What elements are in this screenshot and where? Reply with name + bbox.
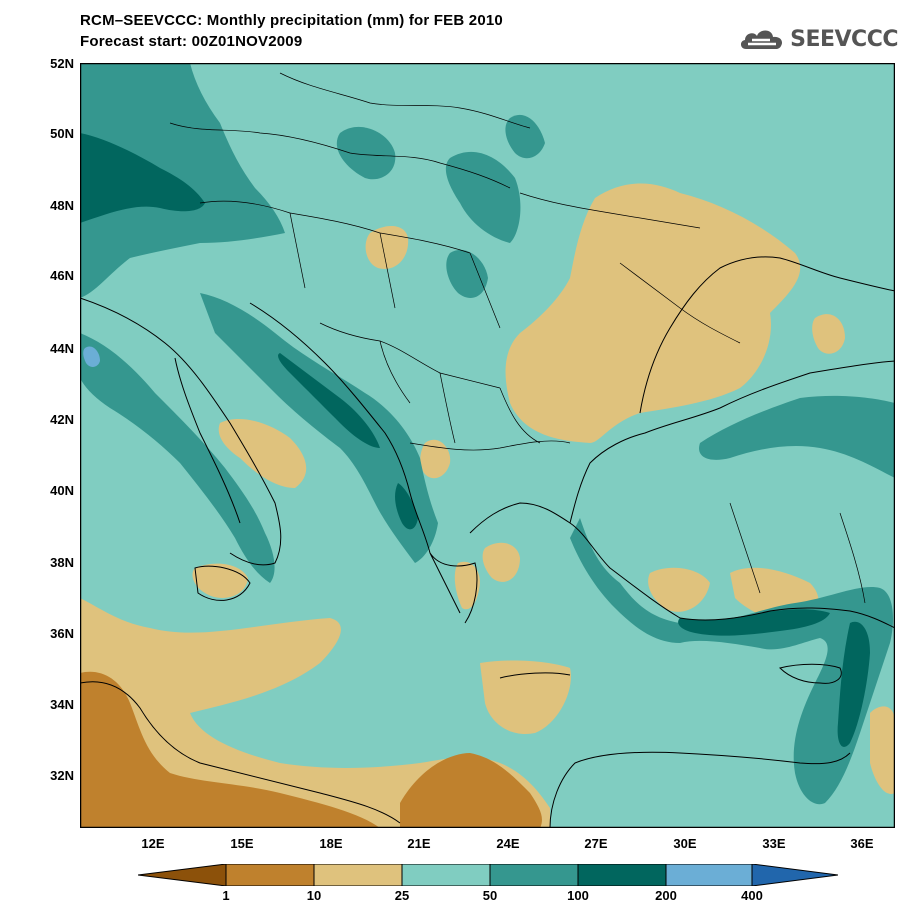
dry-region-italy — [218, 418, 307, 488]
logo-text: SEEVCCC — [790, 26, 898, 52]
dry-region-greece-north — [420, 439, 451, 479]
colorbar-segment-50-100 — [489, 864, 579, 886]
seevccc-logo: SEEVCCC — [738, 24, 898, 54]
dry-region-balkans-east — [505, 183, 801, 443]
lon-label-36e: 36E — [850, 836, 874, 851]
wet-region-adriatic — [200, 293, 438, 563]
colorbar-label-10: 10 — [306, 888, 322, 903]
dry-region-gulf — [480, 660, 571, 734]
lat-label-38n: 38N — [50, 555, 74, 570]
dry-region-pannonia — [365, 226, 409, 269]
colorbar-segment-100-200 — [577, 864, 667, 886]
lat-label-50n: 50N — [50, 126, 74, 141]
country-borders — [169, 72, 866, 604]
map-frame — [80, 63, 895, 828]
lon-label-12e: 12E — [141, 836, 165, 851]
colorbar-segment-200-400 — [665, 864, 753, 886]
colorbar-segment-25-50 — [401, 864, 491, 886]
lon-label-18e: 18E — [319, 836, 343, 851]
precipitation-map — [80, 63, 895, 828]
cloud-icon — [741, 30, 783, 49]
very-wet-region-dinarics — [278, 353, 380, 448]
dry-region-aegean — [482, 542, 520, 582]
very-wet-region-alps — [80, 133, 205, 223]
coastlines — [80, 256, 895, 828]
title-line-1: RCM–SEEVCCC: Monthly precipitation (mm) … — [80, 12, 503, 29]
lon-label-30e: 30E — [673, 836, 697, 851]
colorbar-segment-1-10 — [225, 864, 315, 886]
very-wet-region-albania — [395, 483, 418, 530]
lat-label-48n: 48N — [50, 198, 74, 213]
lat-label-36n: 36N — [50, 626, 74, 641]
lon-label-21e: 21E — [407, 836, 431, 851]
lat-label-52n: 52N — [50, 56, 74, 71]
wet-region-carpathians — [445, 151, 521, 243]
extreme-wet-region-alps — [83, 346, 100, 367]
very-wet-region-turkey-south — [678, 609, 830, 636]
wet-region-italy-west — [80, 333, 275, 583]
colorbar-label-200: 200 — [655, 888, 677, 903]
lat-label-44n: 44N — [50, 341, 74, 356]
wet-region-serbia — [446, 249, 488, 298]
colorbar-label-50: 50 — [482, 888, 498, 903]
colorbar-label-400: 400 — [741, 888, 763, 903]
very-dry-region-africa-west — [80, 671, 380, 828]
colorbar-segment-below-1 — [138, 864, 227, 886]
wet-region-ukraine — [505, 114, 545, 159]
very-dry-region-libya — [400, 753, 542, 828]
lon-label-24e: 24E — [496, 836, 520, 851]
lon-label-33e: 33E — [762, 836, 786, 851]
wet-region-hungary — [336, 126, 396, 180]
wet-region-turkey-south — [570, 518, 893, 805]
lat-label-46n: 46N — [50, 268, 74, 283]
lat-label-42n: 42N — [50, 412, 74, 427]
lat-label-34n: 34N — [50, 697, 74, 712]
colorbar-label-1: 1 — [222, 888, 230, 903]
very-wet-region-levant — [837, 621, 870, 747]
dry-region-southeast — [870, 706, 895, 794]
lat-label-32n: 32N — [50, 768, 74, 783]
colorbar — [138, 864, 838, 886]
dry-region-crimea — [812, 314, 845, 354]
title-line-2: Forecast start: 00Z01NOV2009 — [80, 33, 303, 50]
colorbar-label-100: 100 — [567, 888, 589, 903]
colorbar-segment-10-25 — [313, 864, 403, 886]
colorbar-segment-above-400 — [751, 864, 838, 886]
dry-region-peloponnese — [454, 561, 480, 610]
wet-region-alps — [80, 63, 285, 298]
lon-label-27e: 27E — [584, 836, 608, 851]
lon-label-15e: 15E — [230, 836, 254, 851]
lat-label-40n: 40N — [50, 483, 74, 498]
dry-region-sicily — [192, 563, 248, 598]
wet-region-turkey-north — [699, 395, 895, 478]
dry-region-anatolia-1 — [648, 567, 710, 612]
colorbar-label-25: 25 — [394, 888, 410, 903]
